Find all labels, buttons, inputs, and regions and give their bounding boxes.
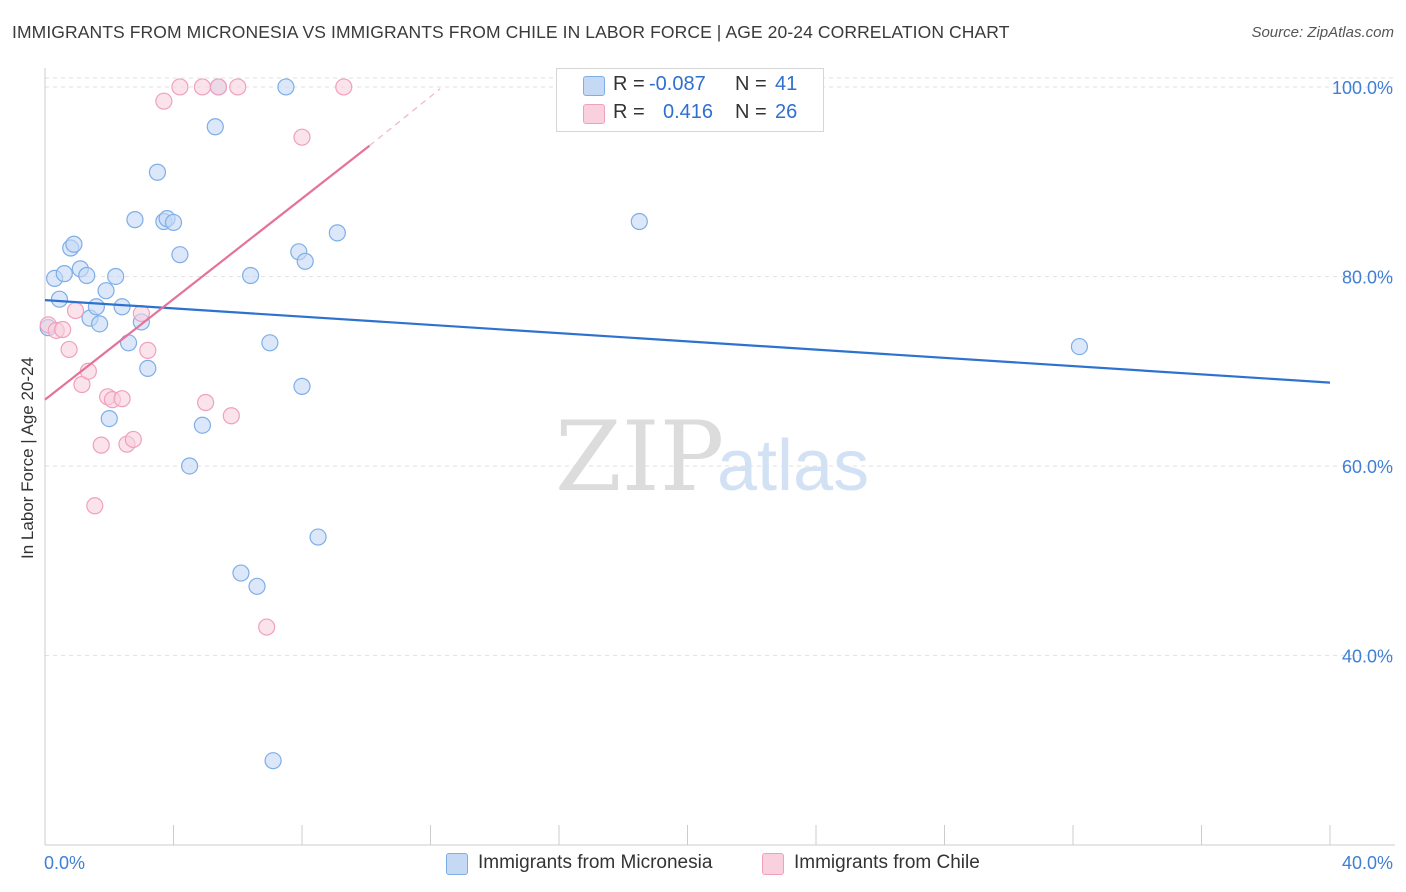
x-tick-label: 40.0% xyxy=(1342,853,1393,873)
point-chile xyxy=(113,390,131,408)
point-chile xyxy=(209,78,228,96)
point-chile xyxy=(293,128,311,146)
tick-labels: 40.0% 60.0% 80.0% 100.0% 0.0% 40.0% xyxy=(44,78,1393,873)
y-tick-label: 80.0% xyxy=(1342,267,1393,287)
watermark-atlas: atlas xyxy=(717,426,869,506)
point-micronesia xyxy=(65,235,83,253)
legend-r-value: 0.416 xyxy=(663,101,714,123)
bottom-legend-swatch-pink xyxy=(762,853,784,875)
legend-n-label: N = xyxy=(735,73,767,95)
point-chile xyxy=(229,78,247,96)
legend-r-value: -0.087 xyxy=(649,73,706,95)
point-micronesia xyxy=(139,359,157,377)
point-chile xyxy=(124,430,142,449)
point-chile xyxy=(86,497,104,515)
point-micronesia xyxy=(55,265,73,283)
point-chile xyxy=(197,393,215,412)
y-axis-label: In Labor Force | Age 20-24 xyxy=(18,357,37,559)
point-chile xyxy=(139,341,157,359)
point-micronesia xyxy=(126,211,144,229)
point-micronesia xyxy=(113,298,131,316)
point-chile xyxy=(258,618,276,636)
point-chile xyxy=(54,320,72,339)
axes xyxy=(44,68,1395,846)
point-chile xyxy=(155,92,173,110)
y-tick-label: 100.0% xyxy=(1332,78,1393,98)
point-micronesia xyxy=(248,577,266,595)
point-chile xyxy=(60,340,78,359)
point-micronesia xyxy=(100,409,118,428)
point-micronesia xyxy=(242,266,260,285)
point-micronesia xyxy=(630,212,648,231)
trend-line-chile xyxy=(44,144,371,401)
point-chile xyxy=(222,407,240,425)
y-tick-label: 60.0% xyxy=(1342,457,1393,477)
point-micronesia xyxy=(119,334,138,352)
point-chile xyxy=(335,78,353,96)
point-micronesia xyxy=(193,416,212,434)
point-micronesia xyxy=(50,290,69,308)
point-micronesia xyxy=(277,78,295,96)
bottom-legend-label: Immigrants from Chile xyxy=(794,852,980,873)
point-micronesia xyxy=(293,377,311,395)
point-chile xyxy=(171,78,189,96)
point-micronesia xyxy=(164,213,183,232)
point-micronesia xyxy=(107,267,125,286)
legend-r-label: R = xyxy=(613,73,645,95)
correlation-legend: R = -0.087 N = 41 R = 0.416 N = 26 xyxy=(556,68,824,132)
point-micronesia xyxy=(328,224,346,242)
point-micronesia xyxy=(264,752,282,770)
legend-swatch-blue xyxy=(583,76,605,96)
point-micronesia xyxy=(206,118,224,136)
point-micronesia xyxy=(261,334,279,352)
point-micronesia xyxy=(97,282,115,300)
point-micronesia xyxy=(87,298,106,316)
watermark-zip: ZIP xyxy=(555,401,724,513)
data-points xyxy=(39,78,1089,770)
bottom-legend-label: Immigrants from Micronesia xyxy=(478,852,713,873)
source-credit: Source: ZipAtlas.com xyxy=(1251,24,1394,41)
point-micronesia xyxy=(78,266,96,285)
watermark: ZIP atlas xyxy=(555,401,869,513)
point-micronesia xyxy=(91,315,109,333)
point-micronesia xyxy=(180,457,199,475)
point-micronesia xyxy=(171,246,189,264)
point-micronesia xyxy=(232,564,250,582)
point-micronesia xyxy=(309,528,327,546)
trend-line-chile-extension xyxy=(369,88,441,147)
point-chile xyxy=(92,436,110,454)
chart-title: IMMIGRANTS FROM MICRONESIA VS IMMIGRANTS… xyxy=(12,22,1010,42)
legend-n-value: 41 xyxy=(775,73,798,95)
point-chile xyxy=(66,301,85,320)
trend-line-micronesia xyxy=(44,299,1331,384)
legend-n-label: N = xyxy=(735,101,767,123)
x-tick-label: 0.0% xyxy=(44,853,85,873)
legend-swatch-pink xyxy=(583,104,605,124)
bottom-legend-swatch-blue xyxy=(446,853,468,875)
point-chile xyxy=(193,78,212,96)
point-micronesia xyxy=(1070,337,1089,356)
trend-lines xyxy=(44,88,1331,401)
legend-n-value: 26 xyxy=(775,101,798,123)
point-micronesia xyxy=(296,252,314,270)
point-micronesia xyxy=(148,163,167,181)
y-tick-label: 40.0% xyxy=(1342,646,1393,666)
legend-r-label: R = xyxy=(613,101,645,123)
